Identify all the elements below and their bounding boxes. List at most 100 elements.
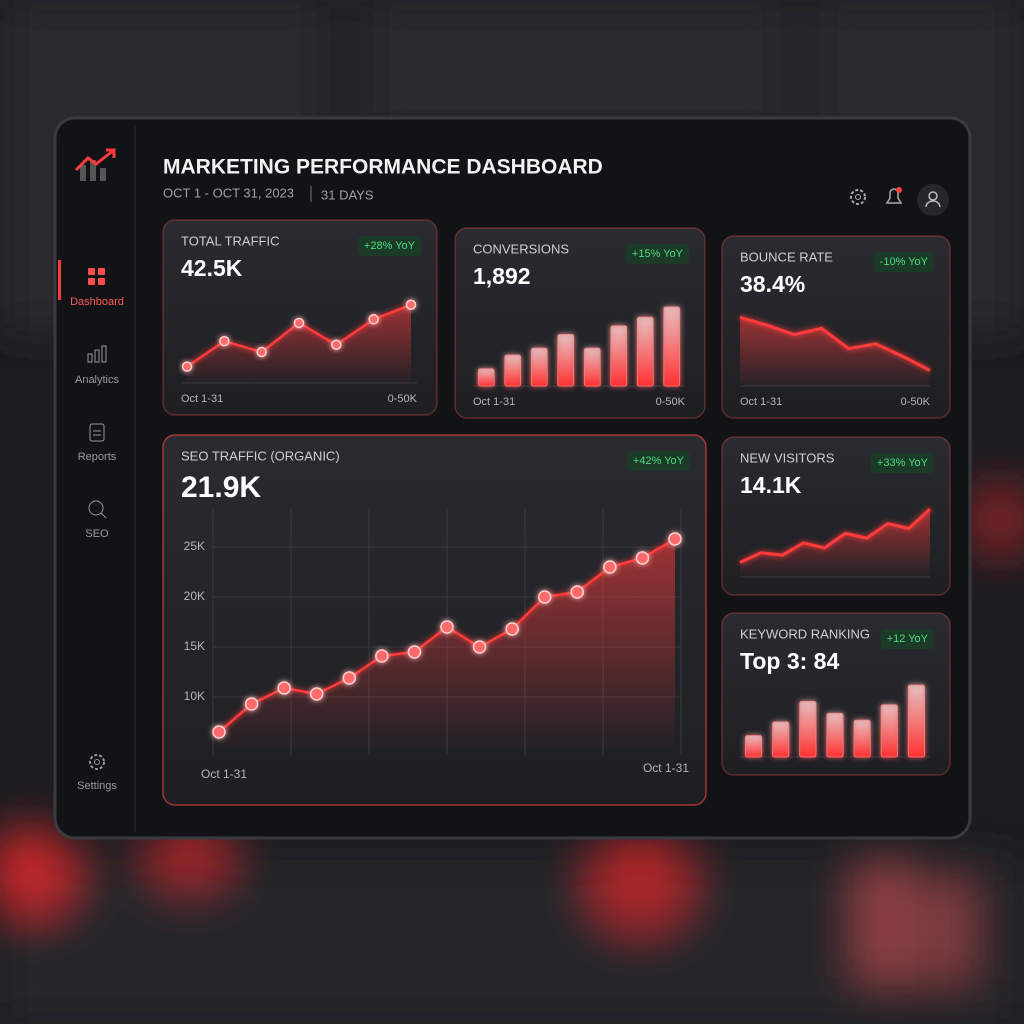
nav-label: SEO: [85, 528, 109, 540]
bar: [636, 316, 654, 387]
range-label: 0-50K: [901, 396, 931, 408]
nav-dashboard[interactable]: Dashboard: [70, 268, 124, 308]
change-text: +42% YoY: [633, 455, 685, 467]
bar: [799, 700, 817, 758]
card-value: Top 3: 84: [740, 648, 839, 674]
data-point: [472, 640, 487, 654]
bar: [610, 325, 628, 387]
change-badge: [625, 244, 689, 264]
data-point: [309, 687, 324, 701]
metric-card: KEYWORD RANKING Top 3: 84 +12 YoY: [721, 612, 951, 776]
bar: [557, 333, 575, 387]
nav-analytics[interactable]: Analytics: [75, 345, 120, 386]
card-value: 14.1K: [740, 472, 802, 498]
change-text: -10% YoY: [880, 256, 929, 268]
duration: 31 DAYS: [321, 187, 374, 202]
bar: [907, 684, 925, 758]
bar: [745, 735, 763, 758]
data-point: [212, 725, 226, 739]
date-range: OCT 1 - OCT 31, 2023: [163, 185, 294, 200]
card-title: SEO TRAFFIC (ORGANIC): [181, 448, 340, 463]
data-point: [342, 671, 357, 685]
area-fill: [187, 304, 411, 383]
y-tick-label: 20K: [184, 589, 205, 603]
data-point: [635, 551, 650, 565]
y-tick-label: 25K: [184, 539, 205, 553]
change-badge: [626, 451, 690, 471]
nav-reports[interactable]: Reports: [78, 423, 117, 463]
bar: [853, 719, 871, 758]
metric-card: BOUNCE RATE 38.4% -10% YoY Oct 1-31 0-50K: [721, 235, 951, 419]
profile-button[interactable]: [917, 184, 949, 216]
data-point: [537, 590, 552, 604]
range-label: 0-50K: [388, 393, 418, 405]
x-axis-label: Oct 1-31: [201, 767, 247, 781]
bar: [530, 347, 548, 387]
card-value: 1,892: [473, 263, 531, 289]
change-text: +28% YoY: [364, 240, 416, 252]
card-title: BOUNCE RATE: [740, 249, 833, 264]
x-axis-label: Oct 1-31: [181, 393, 223, 405]
nav-label: Settings: [77, 780, 117, 792]
metric-card: TOTAL TRAFFIC 42.5K +28% YoY Oct 1-31 0-50K: [162, 219, 438, 416]
area-fill: [740, 509, 930, 577]
data-point: [505, 622, 519, 636]
bar: [663, 306, 681, 387]
x-axis-label: Oct 1-31: [643, 761, 689, 775]
notifications-button[interactable]: [885, 187, 903, 204]
card-value: 38.4%: [740, 271, 805, 297]
change-badge: [873, 252, 934, 272]
card-title: KEYWORD RANKING: [740, 626, 870, 641]
data-point: [375, 649, 389, 663]
metric-card: CONVERSIONS 1,892 +15% YoY Oct 1-31 0-50K: [454, 227, 706, 419]
data-point: [570, 585, 585, 599]
nav-seo[interactable]: SEO: [85, 500, 109, 540]
active-indicator: [58, 260, 61, 300]
bar: [826, 712, 844, 758]
x-axis-label: Oct 1-31: [473, 396, 515, 408]
metric-card: NEW VISITORS 14.1K +33% YoY: [721, 436, 951, 596]
data-point: [256, 346, 267, 358]
card-title: CONVERSIONS: [473, 241, 569, 256]
x-axis-label: Oct 1-31: [740, 396, 782, 408]
bar: [880, 704, 898, 758]
area-fill: [740, 317, 930, 386]
data-point: [405, 299, 417, 310]
change-badge: [870, 453, 934, 473]
bar: [583, 347, 601, 387]
data-point: [244, 697, 259, 711]
nav-settings[interactable]: Settings: [77, 754, 117, 792]
change-text: +12 YoY: [887, 633, 929, 645]
data-point: [440, 620, 454, 634]
y-tick-label: 15K: [184, 639, 205, 653]
change-badge: [357, 236, 421, 256]
data-point: [277, 681, 291, 695]
data-point: [668, 532, 682, 546]
bar: [504, 354, 522, 387]
card-title: NEW VISITORS: [740, 450, 835, 465]
data-point: [407, 645, 422, 659]
page-title: MARKETING PERFORMANCE DASHBOARD: [163, 156, 603, 179]
bar: [477, 368, 495, 387]
card-value: 42.5K: [181, 255, 243, 281]
data-line: [739, 315, 931, 372]
nav-label: Dashboard: [70, 296, 124, 308]
nav-label: Reports: [78, 451, 117, 463]
data-point: [368, 314, 379, 325]
nav-label: Analytics: [75, 374, 120, 386]
data-point: [181, 361, 193, 372]
change-badge: [880, 629, 934, 649]
data-line: [739, 507, 932, 564]
bar: [772, 721, 790, 758]
data-point: [293, 317, 305, 329]
data-point: [219, 335, 230, 347]
card-value: 21.9K: [181, 471, 261, 504]
data-point: [331, 339, 342, 351]
change-text: +15% YoY: [632, 248, 684, 260]
y-tick-label: 10K: [184, 689, 205, 703]
settings-button[interactable]: [850, 189, 866, 205]
range-label: 0-50K: [656, 396, 686, 408]
